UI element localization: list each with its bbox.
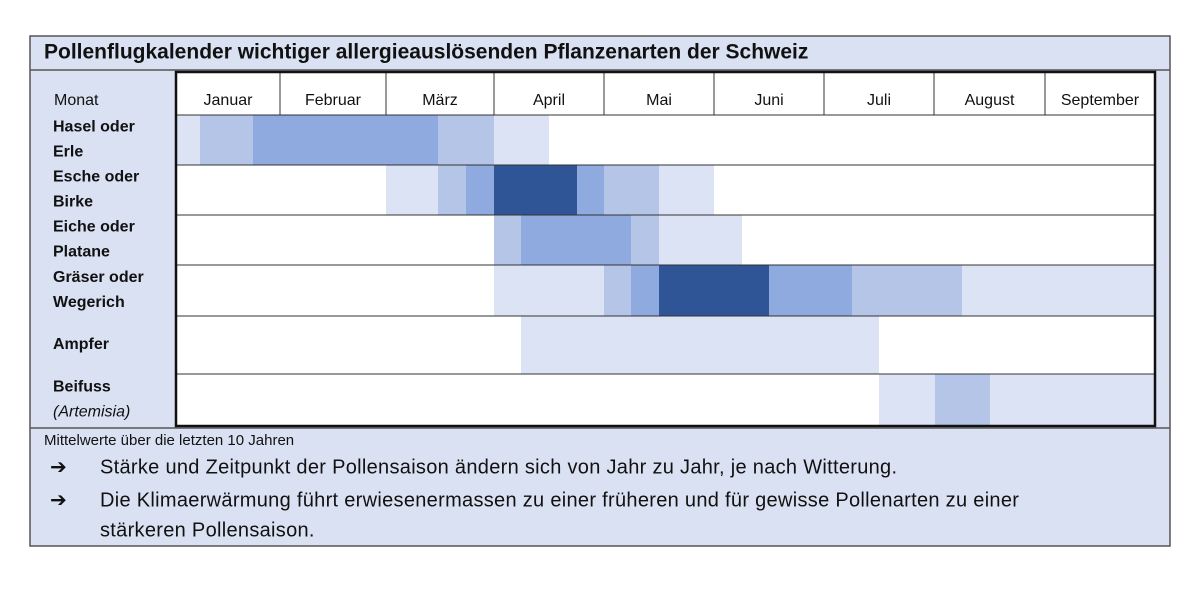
grid-lines — [176, 72, 1155, 375]
month-label: Mai — [646, 92, 672, 109]
row-label: Wegerich — [53, 294, 125, 311]
title: Pollenflugkalender wichtiger allergieaus… — [44, 41, 808, 64]
cell — [494, 215, 521, 265]
month-label: Juli — [867, 92, 891, 109]
bullet-text: stärkeren Pollensaison. — [100, 519, 315, 541]
month-label: Februar — [305, 92, 362, 109]
cell — [990, 374, 1155, 426]
cell — [769, 265, 852, 316]
row-label: Eiche oder — [53, 219, 135, 236]
cell — [200, 115, 253, 165]
row-label: Hasel oder — [53, 119, 135, 136]
row-label: Beifuss — [53, 379, 111, 396]
row-label: Platane — [53, 244, 110, 261]
cell — [521, 316, 879, 374]
cell — [659, 215, 742, 265]
month-label: Januar — [204, 92, 254, 109]
cell — [879, 374, 935, 426]
grid-border — [174, 70, 1157, 428]
bullet-text: Die Klimaerwärmung führt erwiesenermasse… — [100, 489, 1019, 511]
corner-label: Monat — [54, 92, 99, 109]
cell — [253, 115, 438, 165]
month-label: August — [965, 92, 1015, 109]
row-label: Erle — [53, 144, 83, 161]
cell — [438, 165, 466, 215]
row-label: Birke — [53, 194, 93, 211]
cell — [494, 265, 604, 316]
cell — [659, 165, 714, 215]
cell — [494, 115, 549, 165]
row-sublabel: (Artemisia) — [53, 404, 130, 421]
cell — [438, 115, 494, 165]
cell — [577, 165, 604, 215]
bullets: Stärke und Zeitpunkt der Pollensaison än… — [100, 456, 1019, 541]
cell — [176, 115, 200, 165]
month-label: März — [422, 92, 458, 109]
month-label: September — [1061, 92, 1140, 109]
cell — [962, 265, 1155, 316]
intensity-cells — [176, 115, 1155, 426]
cell — [604, 165, 659, 215]
cell — [935, 374, 990, 426]
cell — [659, 265, 769, 316]
month-label: Juni — [754, 92, 783, 109]
arrow-icon: ➔ — [50, 489, 67, 511]
row-label: Esche oder — [53, 169, 139, 186]
cell — [631, 215, 659, 265]
labels: Januar Februar März April Mai Juni Juli August S… — [53, 92, 1140, 421]
cell — [631, 265, 659, 316]
cell — [521, 215, 631, 265]
row-label: Ampfer — [53, 336, 109, 353]
cell — [386, 165, 438, 215]
cell — [604, 265, 631, 316]
arrow-icon: ➔ — [50, 456, 67, 478]
cell — [466, 165, 494, 215]
cell — [852, 265, 962, 316]
bullet-text: Stärke und Zeitpunkt der Pollensaison än… — [100, 456, 897, 478]
footer-note: Mittelwerte über die letzten 10 Jahren — [44, 432, 294, 449]
month-label: April — [533, 92, 565, 109]
cell — [494, 165, 577, 215]
row-label: Gräser oder — [53, 269, 144, 286]
